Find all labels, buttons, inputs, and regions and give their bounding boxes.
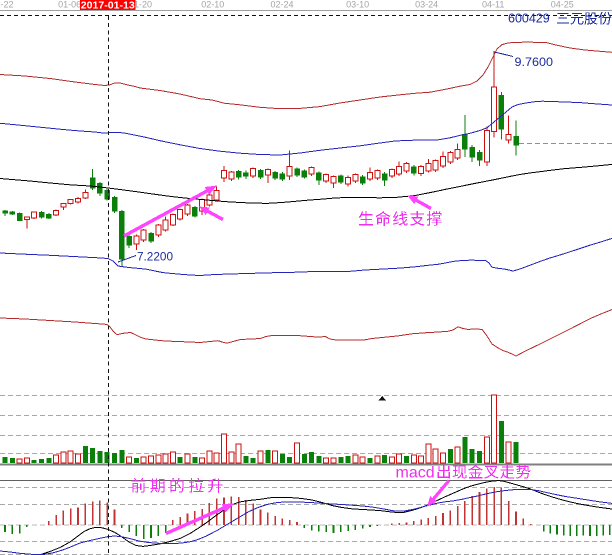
svg-text:02-24: 02-24 (270, 0, 293, 10)
svg-text:04-25: 04-25 (551, 0, 574, 10)
svg-text:9.7600: 9.7600 (515, 57, 554, 69)
svg-text:01-06: 01-06 (58, 0, 81, 10)
svg-text:macd: macd (396, 465, 435, 482)
svg-text:04-11: 04-11 (482, 0, 504, 10)
svg-text:12-22: 12-22 (0, 0, 14, 10)
svg-text:02-10: 02-10 (201, 0, 224, 10)
svg-text:03-24: 03-24 (415, 0, 438, 10)
svg-text:03-10: 03-10 (346, 0, 369, 10)
svg-text:7.2200: 7.2200 (137, 252, 173, 264)
svg-text:01-20: 01-20 (129, 0, 152, 10)
svg-text:600429: 600429 (508, 12, 550, 26)
svg-text:2017-01-13: 2017-01-13 (81, 0, 135, 12)
